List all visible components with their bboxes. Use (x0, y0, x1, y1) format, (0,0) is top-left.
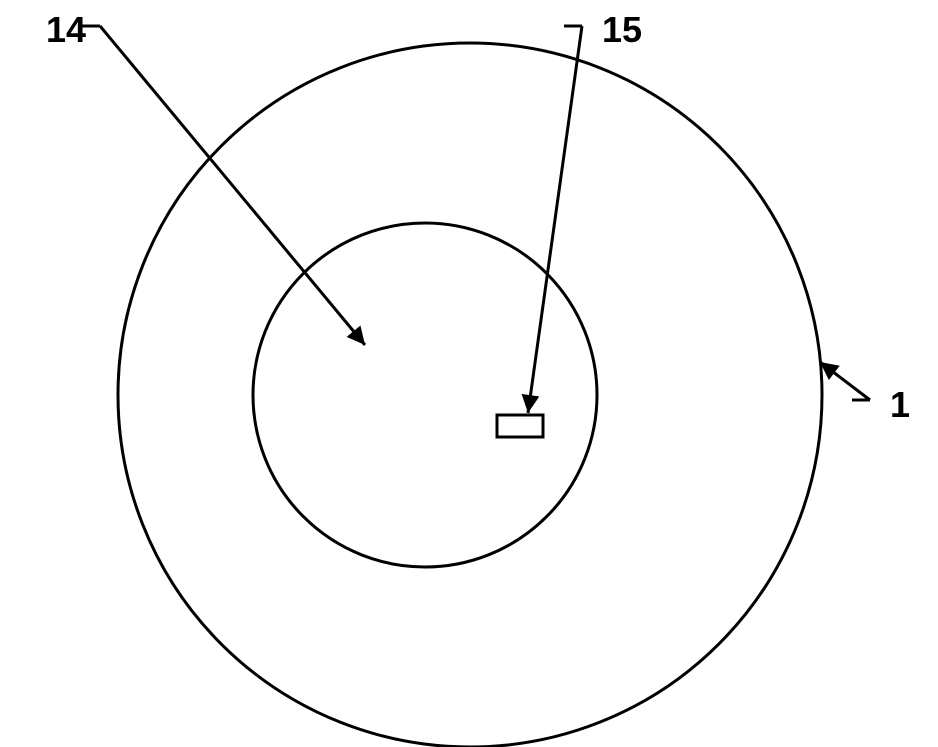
callout-label-15: 15 (602, 9, 642, 50)
callout-label-14: 14 (46, 9, 86, 50)
technical-diagram: 14 15 1 (0, 0, 938, 747)
background (0, 0, 938, 747)
callout-label-1: 1 (890, 384, 910, 425)
